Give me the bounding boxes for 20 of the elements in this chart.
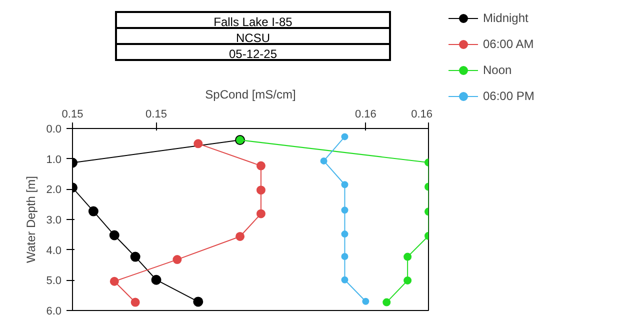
- y-axis-title: Water Depth [m]: [24, 176, 38, 263]
- y-tick-label: 0.0: [46, 124, 62, 136]
- y-tick-label: 3.0: [46, 214, 62, 226]
- x-tick-label: 0.15: [62, 108, 84, 120]
- legend-label: 06:00 PM: [483, 89, 534, 103]
- y-tick-label: 2.0: [46, 184, 62, 196]
- x-tick-label: 0.15: [146, 108, 167, 120]
- chart-title: Falls Lake I-85: [115, 11, 391, 29]
- legend-label: Midnight: [483, 11, 528, 25]
- chart-subtitle: NCSU: [236, 31, 270, 45]
- x-tick-label: 0.16: [411, 108, 433, 120]
- y-tick-label: 1.0: [46, 154, 62, 166]
- y-tick-label: 5.0: [46, 275, 62, 288]
- x-tick-label: 0.16: [354, 108, 376, 120]
- x-axis-title: SpCond [mS/cm]: [205, 88, 296, 102]
- legend-label: Noon: [483, 63, 512, 77]
- y-tick-label: 6.0: [46, 306, 62, 318]
- y-tick-label: 4.0: [46, 244, 62, 257]
- legend-label: 06:00 AM: [483, 37, 534, 51]
- text: 05-12-25: [228, 47, 278, 61]
